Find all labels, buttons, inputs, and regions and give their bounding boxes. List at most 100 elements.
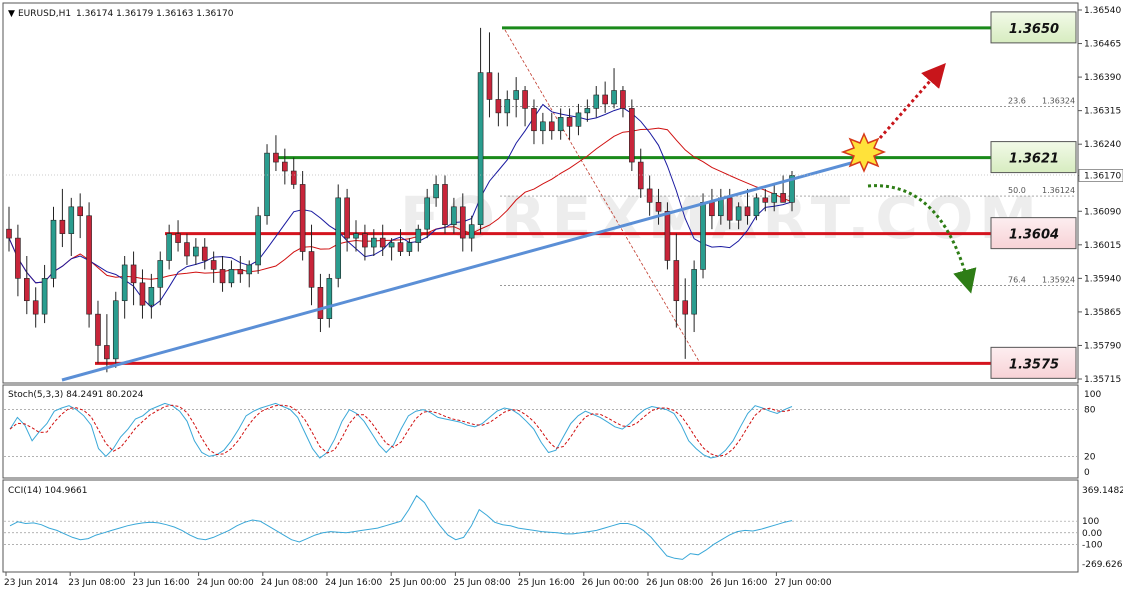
candle-body xyxy=(566,117,573,127)
candle-body xyxy=(744,206,751,217)
y-tick-label: 1.36240 xyxy=(1084,140,1121,150)
candle-body xyxy=(637,161,644,190)
bullish-arrow-icon xyxy=(878,62,946,139)
watermark: FOREXMART.COM xyxy=(400,184,1043,252)
fibonacci-diagonal[interactable] xyxy=(504,29,701,364)
candle-body xyxy=(611,90,617,105)
x-tick-label: 25 Jun 16:00 xyxy=(518,578,575,588)
bearish-arrow-icon xyxy=(867,184,977,294)
cci-tick-label: -269.6263 xyxy=(1082,560,1123,570)
candle-body xyxy=(264,152,270,217)
header-menu-icon[interactable]: ▼ xyxy=(8,9,15,19)
candle-body xyxy=(282,161,288,172)
trendline[interactable] xyxy=(61,158,863,382)
candle-body xyxy=(602,94,608,105)
stoch-pane xyxy=(2,384,1079,479)
cci-tick-label: 369.1482 xyxy=(1082,486,1123,496)
stoch-label: Stoch(5,3,3) 84.2491 80.2024 xyxy=(8,390,144,400)
time-axis: 23 Jun 2014 23 Jun 08:00 23 Jun 16:00 24 Ju… xyxy=(4,572,832,588)
candle-body xyxy=(753,197,760,217)
level-box[interactable] xyxy=(990,217,1077,250)
candle-body xyxy=(273,152,279,163)
candle-body xyxy=(646,188,653,203)
candle-body xyxy=(673,260,680,302)
candle-body xyxy=(424,197,430,230)
candle-body xyxy=(219,269,226,284)
candle-body xyxy=(593,94,600,109)
candle-body xyxy=(86,215,92,315)
x-tick-label: 27 Jun 00:00 xyxy=(774,578,831,588)
candle-body xyxy=(237,269,244,275)
current-price-label: 1.36170 xyxy=(1084,171,1121,181)
candle-body xyxy=(246,264,253,275)
candle-body xyxy=(326,278,333,319)
level-box[interactable] xyxy=(990,141,1077,174)
candle-body xyxy=(486,72,493,100)
level-box[interactable] xyxy=(990,346,1077,379)
y-tick-label: 1.35940 xyxy=(1084,274,1121,284)
candle-body xyxy=(780,193,786,203)
candle-body xyxy=(575,112,582,127)
y-tick-label: 1.35790 xyxy=(1084,341,1121,351)
candle-body xyxy=(201,246,208,261)
candle-body xyxy=(344,197,350,239)
price-axis: 1.36540 1.36465 1.36390 1.36315 1.36240 1.361… xyxy=(1078,6,1123,385)
header-ohlc: 1.36174 1.36179 1.36163 1.36170 xyxy=(76,9,234,19)
candle-body xyxy=(353,233,359,239)
cci-tick-label: -100 xyxy=(1082,540,1103,550)
candle-body xyxy=(540,121,546,132)
candle-body xyxy=(762,197,769,203)
candle-body xyxy=(726,197,733,221)
cci-tick-label: 100 xyxy=(1082,517,1099,527)
level-box[interactable] xyxy=(990,11,1077,44)
fib-value: 1.35924 xyxy=(1042,276,1075,285)
candle-body xyxy=(388,242,395,248)
candle-body xyxy=(789,175,795,203)
level-label: 1.3650 xyxy=(1009,22,1059,37)
fib-ratio: 50.0 xyxy=(1008,186,1026,195)
candle-body xyxy=(59,219,66,234)
candle-body xyxy=(522,90,528,109)
candle-body xyxy=(442,184,448,225)
candle-body xyxy=(735,206,742,221)
candle-body xyxy=(255,215,261,266)
x-tick-label: 24 Jun 16:00 xyxy=(325,578,382,588)
candle-body xyxy=(415,228,422,243)
x-tick-label: 24 Jun 08:00 xyxy=(261,578,318,588)
breakout-burst-icon xyxy=(840,132,887,173)
candle-body xyxy=(451,206,457,225)
candle-body xyxy=(317,287,324,319)
cci-indicator: 369.1482 100 0.00-100 -269.6263 xyxy=(4,486,1123,570)
candles xyxy=(6,27,795,373)
candle-body xyxy=(691,269,697,315)
stoch-tick-label: 0 xyxy=(1084,468,1090,478)
candle-body xyxy=(397,242,404,252)
candle-body xyxy=(121,264,128,302)
candle-body xyxy=(290,170,297,185)
x-tick-label: 25 Jun 08:00 xyxy=(453,578,510,588)
candle-body xyxy=(184,242,190,257)
candle-body xyxy=(682,300,689,315)
candle-body xyxy=(664,210,671,261)
x-tick-label: 23 Jun 16:00 xyxy=(132,578,189,588)
candle-body xyxy=(6,228,12,239)
stoch-indicator: 100 80 20 0 xyxy=(4,390,1101,478)
fib-value: 1.36324 xyxy=(1042,97,1075,106)
main-pane xyxy=(2,2,1079,384)
candle-body xyxy=(531,108,537,132)
y-tick-label: 1.36315 xyxy=(1084,107,1121,117)
x-tick-label: 26 Jun 16:00 xyxy=(710,578,767,588)
stoch-main-line xyxy=(9,402,793,459)
candle-body xyxy=(379,237,386,248)
y-tick-label: 1.35865 xyxy=(1084,308,1121,318)
candle-body xyxy=(406,242,413,252)
candle-body xyxy=(15,237,21,279)
y-tick-label: 1.36540 xyxy=(1084,6,1121,16)
x-tick-label: 24 Jun 00:00 xyxy=(197,578,254,588)
stoch-signal-line xyxy=(9,404,793,457)
cci-pane xyxy=(2,479,1079,573)
x-tick-label: 26 Jun 08:00 xyxy=(646,578,703,588)
x-tick-label: 23 Jun 08:00 xyxy=(68,578,125,588)
